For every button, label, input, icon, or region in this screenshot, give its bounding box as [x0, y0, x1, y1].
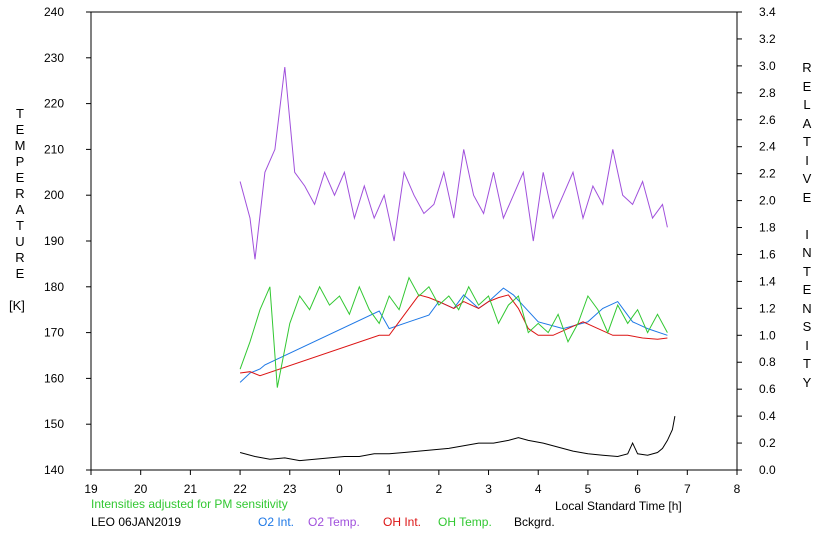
x-tick-label: 2: [436, 482, 443, 496]
x-tick-label: 21: [184, 482, 198, 496]
y-axis-left-unit: [K]: [9, 298, 25, 313]
y-right-tick-label: 3.0: [759, 59, 776, 73]
series-oh-temp: [239, 276, 668, 388]
legend-item: Bckgrd.: [514, 515, 555, 529]
y-left-tick-label: 200: [44, 188, 64, 202]
legend-item: O2 Temp.: [308, 515, 360, 529]
y-right-tick-label: 0.2: [759, 436, 776, 450]
y-right-tick-label: 3.4: [759, 5, 776, 19]
x-tick-label: 22: [233, 482, 247, 496]
y-right-tick-label: 3.2: [759, 32, 776, 46]
y-left-tick-label: 220: [44, 97, 64, 111]
series-oh-int: [240, 294, 668, 377]
y-left-tick-label: 180: [44, 280, 64, 294]
x-tick-label: 7: [684, 482, 691, 496]
x-tick-label: 0: [336, 482, 343, 496]
legend-item: OH Temp.: [438, 515, 492, 529]
y-right-tick-label: 2.0: [759, 194, 776, 208]
y-right-tick-label: 2.2: [759, 167, 776, 181]
legend-item: O2 Int.: [258, 515, 295, 529]
x-tick-label: 3: [485, 482, 492, 496]
x-tick-label: 4: [535, 482, 542, 496]
y-left-tick-label: 150: [44, 417, 64, 431]
y-right-tick-label: 0.4: [759, 409, 776, 423]
y-right-tick-label: 1.4: [759, 274, 776, 288]
y-left-tick-label: 170: [44, 326, 64, 340]
y-right-tick-label: 0.0: [759, 463, 776, 477]
x-tick-label: 20: [134, 482, 148, 496]
plot-area: [90, 11, 738, 471]
y-left-tick-label: 240: [44, 5, 64, 19]
y-right-tick-label: 0.6: [759, 382, 776, 396]
y-right-tick-label: 0.8: [759, 355, 776, 369]
y-right-tick-label: 1.6: [759, 247, 776, 261]
station-date: LEO 06JAN2019: [91, 515, 182, 529]
y-left-tick-label: 140: [44, 463, 64, 477]
x-tick-label: 23: [283, 482, 297, 496]
series-o2-temp: [239, 66, 668, 260]
x-tick-label: 6: [634, 482, 641, 496]
x-tick-label: 5: [585, 482, 592, 496]
x-axis-label: Local Standard Time [h]: [555, 499, 682, 513]
y-right-tick-label: 1.2: [759, 301, 776, 315]
y-right-tick-label: 2.6: [759, 113, 776, 127]
x-tick-label: 8: [734, 482, 741, 496]
x-tick-label: 1: [386, 482, 393, 496]
series-bckgrd: [239, 416, 676, 462]
y-left-tick-label: 210: [44, 142, 64, 156]
y-right-tick-label: 2.8: [759, 86, 776, 100]
y-left-tick-label: 230: [44, 51, 64, 65]
y-left-tick-label: 160: [44, 371, 64, 385]
y-right-tick-label: 1.8: [759, 221, 776, 235]
y-right-tick-label: 2.4: [759, 140, 776, 154]
x-tick-label: 19: [84, 482, 98, 496]
legend-item: OH Int.: [383, 515, 422, 529]
sensitivity-note: Intensities adjusted for PM sensitivity: [91, 497, 288, 511]
y-left-tick-label: 190: [44, 234, 64, 248]
y-right-tick-label: 1.0: [759, 328, 776, 342]
